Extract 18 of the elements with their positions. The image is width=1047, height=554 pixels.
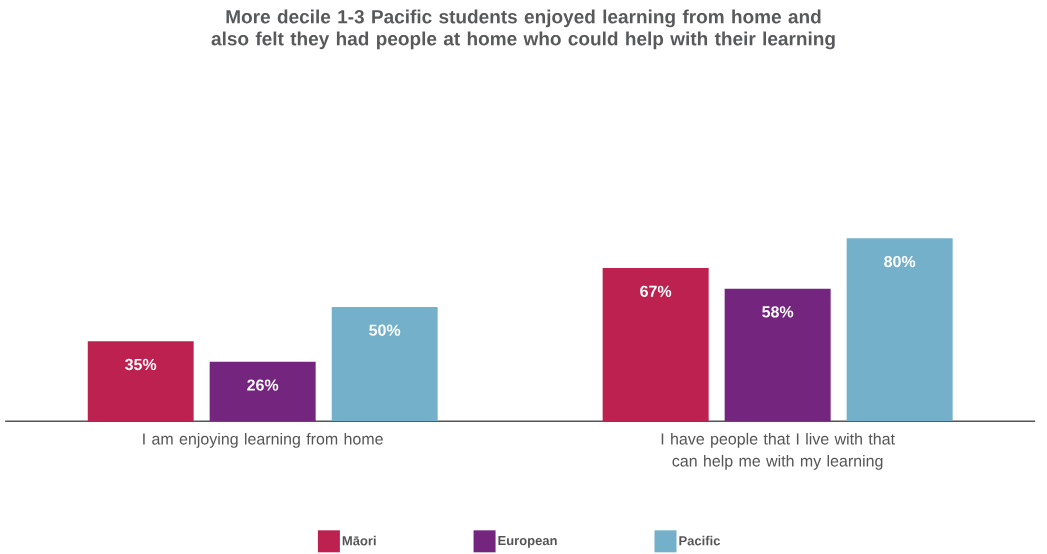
x-tick-label: I have people that I live with that can help me with my learning — [661, 432, 895, 470]
data-label: 26% — [247, 379, 279, 391]
bar — [846, 238, 953, 422]
bar — [209, 361, 316, 422]
legend-label: Pacific — [679, 535, 721, 546]
data-label: 58% — [762, 306, 794, 318]
bar — [87, 341, 194, 422]
x-tick-label: I am enjoying learning from home — [143, 432, 383, 448]
chart-title: More decile 1-3 Pacific students enjoyed learning from home and also felt they had people at home who could help with their learning — [211, 9, 835, 50]
bar — [724, 288, 831, 422]
bar — [602, 267, 709, 422]
bar — [331, 306, 438, 422]
data-label: 50% — [369, 324, 401, 336]
data-label: 35% — [125, 358, 157, 371]
legend-label: European — [498, 535, 557, 548]
legend-label: Māori — [342, 535, 376, 546]
data-label: 67% — [640, 285, 672, 297]
data-label: 80% — [884, 255, 916, 268]
